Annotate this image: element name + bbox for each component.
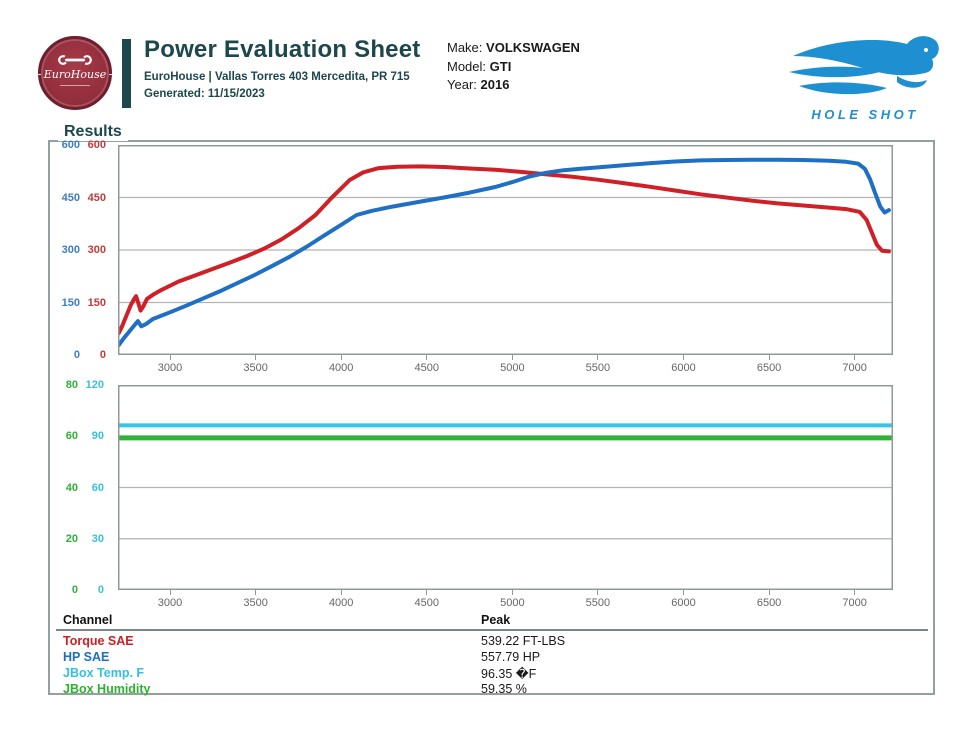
y-tick-label: 600 [87, 139, 106, 151]
y-tick-label: 60 [91, 481, 104, 494]
x-tick-mark [683, 355, 684, 360]
x-tick-mark [426, 590, 428, 595]
y-tick-label: 40 [65, 481, 78, 494]
rpm-axis-ticks-top-chart: 3000 3500 4000 4500 5000 5500 6000 6500 7000 [118, 355, 893, 377]
table-header-peak: Peak [481, 613, 511, 627]
x-tick-label: 4500 [414, 362, 439, 374]
x-tick-label: 4000 [328, 362, 354, 374]
x-tick-mark [255, 355, 257, 360]
x-tick-mark [169, 355, 171, 360]
y-tick-label: 450 [87, 191, 106, 204]
title-accent-bar [122, 39, 131, 108]
rpm-axis-ticks-bottom-chart: 3000 3500 4000 4500 5000 5500 6000 6500 7000 [118, 590, 893, 612]
y-tick-label: 0 [99, 349, 106, 361]
y-tick-label: 150 [87, 296, 106, 309]
eurohouse-logo: EuroHouse [33, 36, 117, 110]
y-tick-label: 150 [61, 296, 80, 309]
table-row-peak-1: 557.79 HP [481, 650, 541, 664]
x-tick-label: 3000 [157, 597, 183, 609]
jbox-chart [118, 385, 893, 590]
vehicle-year: Year: 2016 [447, 77, 510, 92]
y-tick-label: 80 [65, 379, 78, 391]
x-tick-mark [768, 590, 770, 595]
power-torque-chart [118, 145, 893, 355]
vehicle-model: Model: GTI [447, 58, 512, 74]
horse-icon [789, 36, 939, 95]
x-tick-mark [854, 355, 856, 360]
x-tick-mark [255, 590, 257, 595]
table-row-channel-1: HP SAE [63, 650, 110, 664]
x-tick-mark [511, 590, 513, 595]
table-header-divider [56, 629, 928, 631]
y-tick-label: 30 [91, 532, 104, 545]
x-tick-label: 5500 [585, 362, 611, 374]
badge-script-text: EuroHouse [33, 68, 117, 81]
x-tick-mark [340, 355, 342, 360]
x-tick-mark [683, 590, 684, 595]
x-tick-mark [511, 355, 513, 360]
x-tick-label: 5000 [500, 597, 525, 609]
shop-address: EuroHouse | Vallas Torres 403 Mercedita,… [144, 71, 410, 83]
x-tick-label: 3500 [243, 362, 268, 374]
x-tick-mark [169, 590, 171, 595]
y-tick-label: 600 [61, 139, 80, 151]
y-tick-label: 20 [65, 532, 78, 545]
results-section-label: Results [58, 123, 128, 141]
y-tick-label: 0 [71, 584, 78, 596]
y-tick-label: 300 [87, 244, 106, 256]
x-tick-mark [340, 590, 342, 595]
x-tick-label: 6000 [671, 362, 696, 374]
x-tick-label: 4500 [414, 597, 439, 609]
x-tick-label: 7000 [842, 362, 867, 374]
x-tick-label: 6500 [756, 362, 782, 374]
page-title: Power Evaluation Sheet [144, 36, 421, 63]
x-tick-label: 7000 [842, 597, 867, 609]
vehicle-info: Make: VOLKSWAGEN Model: GTI Year: 2016 [447, 39, 580, 95]
y-tick-label: 300 [61, 244, 80, 256]
x-tick-mark [426, 355, 428, 360]
x-tick-mark [597, 355, 599, 360]
table-row-channel-0: Torque SAE [63, 634, 134, 648]
y-tick-label: 90 [91, 430, 104, 443]
x-tick-mark [854, 590, 856, 595]
x-tick-label: 3000 [157, 362, 183, 374]
x-tick-label: 4000 [328, 597, 354, 609]
table-row-peak-3: 59.35 % [481, 682, 527, 696]
x-tick-label: 3500 [243, 597, 268, 609]
holeshot-brand-text: HOLE SHOT [811, 107, 919, 122]
y-tick-label: 0 [97, 584, 104, 596]
y-tick-label: 120 [85, 379, 104, 391]
table-row-channel-3: JBox Humidity [63, 682, 151, 696]
table-row-channel-2: JBox Temp. F [63, 666, 145, 680]
x-tick-label: 5500 [585, 597, 611, 609]
x-tick-label: 5000 [500, 362, 525, 374]
table-row-peak-0: 539.22 FT-LBS [481, 634, 566, 648]
generated-date: Generated: 11/15/2023 [144, 88, 265, 100]
badge-subline [60, 85, 90, 86]
x-tick-label: 6000 [671, 597, 696, 609]
table-header-channel: Channel [63, 613, 113, 627]
holeshot-logo: HOLE SHOT [785, 30, 945, 122]
x-tick-label: 6500 [756, 597, 782, 609]
y-tick-label: 60 [65, 430, 78, 443]
table-row-peak-2: 96.35 �F [481, 667, 537, 681]
vehicle-make: Make: VOLKSWAGEN [447, 40, 580, 55]
y-tick-label: 0 [73, 349, 80, 361]
y-tick-label: 450 [61, 191, 80, 204]
wrench-icon [58, 55, 92, 65]
x-tick-mark [597, 590, 599, 595]
x-tick-mark [768, 355, 770, 360]
